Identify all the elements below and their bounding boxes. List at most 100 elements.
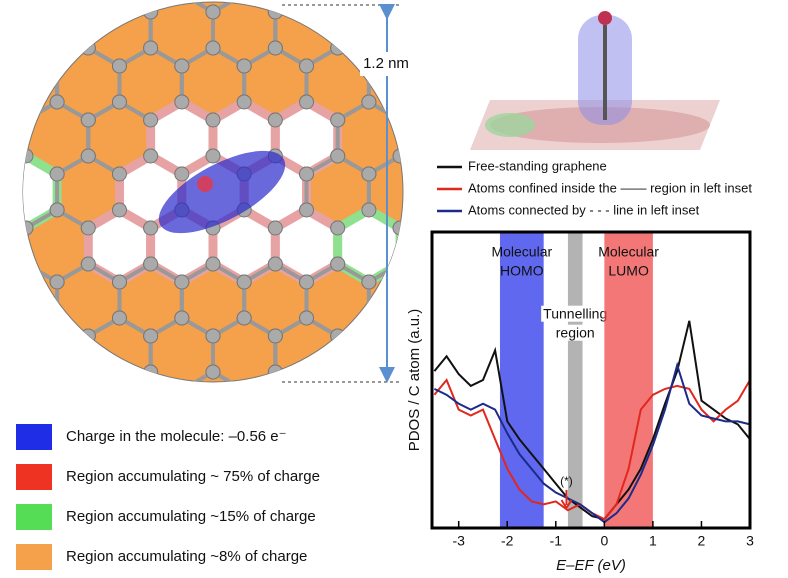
atom: [424, 95, 438, 109]
y-axis-title: PDOS / C atom (a.u.): [406, 309, 423, 452]
atom: [49, 58, 65, 74]
atom: [237, 383, 251, 397]
atom: [205, 364, 221, 380]
atom: [455, 113, 469, 127]
x-tick-label: 3: [746, 533, 754, 549]
atom: [330, 364, 346, 380]
atom: [112, 0, 126, 1]
atom: [49, 310, 65, 326]
atom: [362, 419, 376, 433]
atom: [112, 383, 126, 397]
atom: [175, 0, 189, 1]
atom: [205, 112, 221, 128]
pdos-line: [433, 361, 751, 524]
atom: [487, 383, 501, 397]
atom: [518, 41, 532, 55]
atom: [362, 0, 376, 1]
atom: [487, 275, 501, 289]
atom: [23, 4, 34, 20]
atom: [143, 328, 159, 344]
atom: [143, 112, 159, 128]
atom: [487, 275, 501, 289]
graphene-inset: [0, 0, 587, 433]
atom: [236, 58, 252, 74]
hexagon: [431, 264, 493, 336]
x-tick-label: 1: [649, 533, 657, 549]
atom: [487, 0, 501, 1]
atom: [455, 5, 469, 19]
annotation: (*): [560, 474, 573, 488]
atom: [49, 202, 65, 218]
atom: [361, 310, 377, 326]
atom: [392, 112, 403, 128]
atom: [174, 310, 190, 326]
atom: [424, 167, 438, 181]
atom: [237, 0, 251, 1]
atom: [330, 148, 346, 164]
atom: [487, 0, 501, 1]
atom: [300, 383, 314, 397]
atom: [111, 166, 127, 182]
atom: [424, 203, 438, 217]
atom: [111, 274, 127, 290]
legend-label: Charge in the molecule: –0.56 e⁻: [66, 428, 287, 445]
atom: [237, 383, 251, 397]
hexagon: [23, 315, 91, 382]
atom: [23, 4, 34, 20]
hexagon: [525, 0, 587, 66]
atom: [392, 256, 403, 272]
atom: [299, 202, 315, 218]
atom: [49, 58, 65, 74]
legend-label: Region accumulating ~ 75% of charge: [66, 468, 320, 485]
atom: [0, 203, 2, 217]
atom: [0, 59, 2, 73]
atom: [80, 364, 96, 380]
plot-frame: [430, 230, 752, 530]
atom: [143, 220, 159, 236]
atom: [455, 329, 469, 343]
atom: [549, 275, 563, 289]
atom: [0, 95, 2, 109]
atom: [392, 112, 403, 128]
atom: [487, 383, 501, 397]
atom: [0, 59, 2, 73]
atom: [205, 148, 221, 164]
atom: [0, 0, 2, 1]
atom: [300, 383, 314, 397]
hexagon: [335, 315, 403, 382]
atom: [549, 0, 563, 1]
atom: [112, 0, 126, 1]
x-axis-title: E–EF (eV): [556, 557, 626, 574]
atom: [80, 256, 96, 272]
atom: [23, 256, 34, 272]
atom: [362, 0, 376, 1]
atom: [455, 41, 469, 55]
atom: [330, 4, 346, 20]
atom: [392, 328, 403, 344]
atom: [174, 94, 190, 110]
atom: [174, 166, 190, 182]
scale-bar: 1.2 nm: [282, 4, 416, 383]
atom: [330, 220, 346, 236]
atom: [0, 203, 2, 217]
atom: [330, 364, 346, 380]
hexagon: [304, 369, 371, 382]
atom: [111, 58, 127, 74]
atom: [361, 310, 377, 326]
hexagon: [366, 2, 403, 15]
atom: [455, 257, 469, 271]
atom: [455, 41, 469, 55]
atom: [0, 383, 2, 397]
band-label: Molecular: [598, 244, 659, 260]
atom: [549, 419, 563, 433]
atom: [0, 167, 2, 181]
atom: [49, 310, 65, 326]
atom: [299, 58, 315, 74]
atom: [487, 311, 501, 325]
atom: [299, 166, 315, 182]
atom: [424, 203, 438, 217]
oxygen: [197, 176, 213, 192]
legend-swatch: [16, 504, 52, 530]
hexagon: [23, 2, 28, 69]
atom: [143, 256, 159, 272]
